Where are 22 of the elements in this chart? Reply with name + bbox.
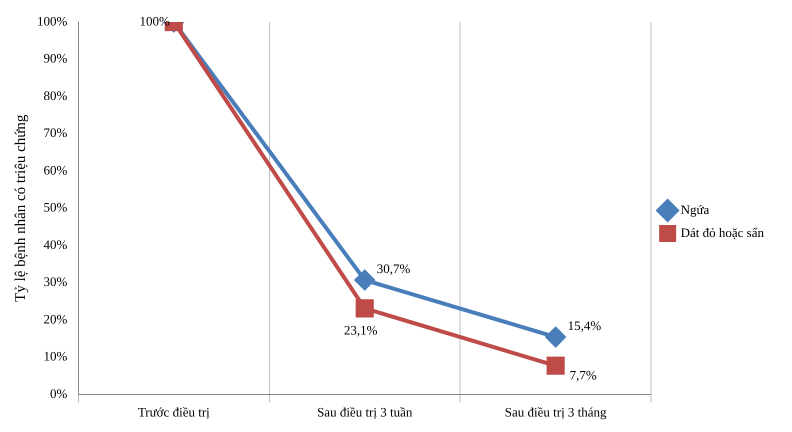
y-tick-label: 30% <box>43 274 68 290</box>
data-label: 7,7% <box>570 368 597 383</box>
data-label: 30,7% <box>376 260 410 276</box>
y-axis-title: Tỷ lệ bệnh nhân có triệu chứng <box>12 114 29 302</box>
y-tick-label: 90% <box>43 50 68 66</box>
x-tick-label: Sau điều trị 3 tuần <box>317 404 413 420</box>
y-tick-label: 40% <box>43 236 68 252</box>
data-label: 100% <box>139 13 170 28</box>
y-tick-label: 60% <box>43 162 68 178</box>
y-tick-label: 80% <box>43 88 68 103</box>
y-tick-label: 50% <box>43 200 68 215</box>
legend-label: Ngứa <box>680 202 710 217</box>
x-tick-label: Trước điều trị <box>138 404 210 420</box>
y-tick-label: 0% <box>50 386 68 401</box>
legend-label: Dát đỏ hoặc sẩn <box>680 224 764 240</box>
data-label: 15,4% <box>568 318 602 333</box>
y-tick-label: 70% <box>43 125 68 140</box>
y-tick-label: 10% <box>43 348 68 364</box>
y-tick-label: 20% <box>43 311 68 326</box>
data-label: 23,1% <box>344 322 378 338</box>
x-tick-label: Sau điều trị 3 tháng <box>504 404 608 420</box>
y-tick-label: 100% <box>36 13 68 28</box>
